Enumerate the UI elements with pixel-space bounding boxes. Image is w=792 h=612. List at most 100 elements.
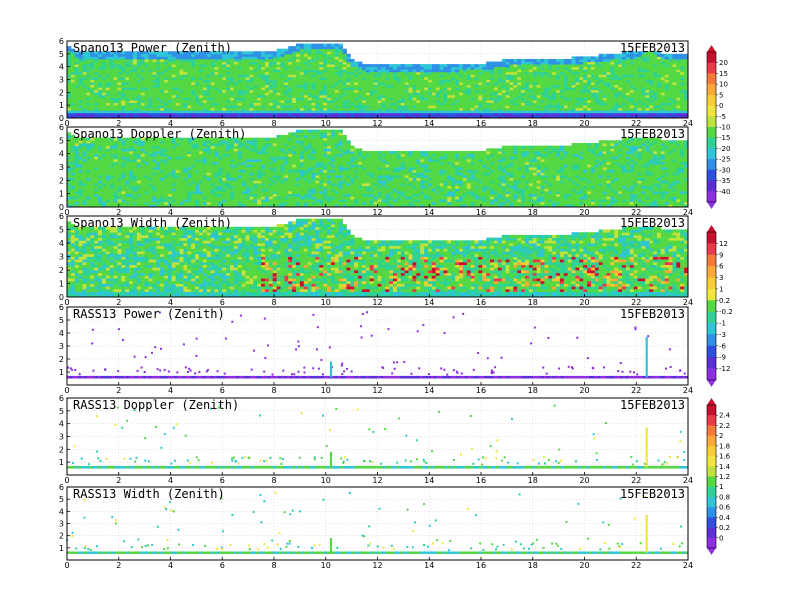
heatmap-cell bbox=[140, 185, 146, 189]
heatmap-cell bbox=[144, 69, 149, 73]
heatmap-cell bbox=[121, 100, 126, 103]
heatmap-cell bbox=[319, 48, 324, 52]
heatmap-cell bbox=[214, 69, 219, 73]
heatmap-cell bbox=[101, 159, 107, 163]
heatmap-cell bbox=[435, 87, 440, 91]
heatmap-cell bbox=[222, 82, 227, 86]
heatmap-cell bbox=[67, 188, 72, 192]
heatmap-cell bbox=[179, 76, 184, 80]
heatmap-cell bbox=[319, 110, 324, 114]
heatmap-cell bbox=[140, 61, 146, 65]
heatmap-cell bbox=[610, 105, 615, 109]
heatmap-cell bbox=[501, 87, 506, 91]
heatmap-cell bbox=[385, 110, 390, 114]
heatmap-cell bbox=[416, 94, 421, 98]
heatmap-cell bbox=[606, 89, 611, 93]
heatmap-cell bbox=[233, 112, 239, 116]
heatmap-cell bbox=[614, 56, 619, 60]
heatmap-cell bbox=[233, 110, 239, 114]
heatmap-cell bbox=[129, 137, 134, 141]
heatmap-cell bbox=[579, 79, 584, 83]
heatmap-cell bbox=[323, 112, 328, 116]
heatmap-cell bbox=[113, 79, 118, 83]
heatmap-cell bbox=[660, 74, 666, 78]
heatmap-cell bbox=[272, 64, 277, 68]
heatmap-cell bbox=[198, 151, 204, 155]
heatmap-cell bbox=[175, 185, 180, 189]
heatmap-cell bbox=[462, 64, 468, 68]
heatmap-cell bbox=[140, 201, 146, 205]
heatmap-cell bbox=[264, 112, 270, 116]
heatmap-cell bbox=[571, 112, 576, 116]
heatmap-cell bbox=[164, 188, 169, 192]
heatmap-cell bbox=[175, 74, 180, 78]
heatmap-cell bbox=[74, 143, 80, 147]
heatmap-cell bbox=[369, 69, 375, 73]
heatmap-cell bbox=[164, 148, 169, 152]
heatmap-cell bbox=[214, 74, 219, 78]
heatmap-cell bbox=[183, 191, 188, 195]
heatmap-cell bbox=[334, 61, 340, 65]
heatmap-cell bbox=[474, 69, 479, 73]
heatmap-cell bbox=[94, 84, 99, 88]
heatmap-cell bbox=[183, 97, 188, 101]
heatmap-cell bbox=[101, 69, 107, 73]
heatmap-cell bbox=[684, 76, 689, 80]
heatmap-cell bbox=[144, 143, 149, 147]
heatmap-cell bbox=[389, 66, 394, 70]
heatmap-cell bbox=[478, 94, 483, 98]
heatmap-cell bbox=[206, 140, 212, 144]
heatmap-cell bbox=[109, 204, 114, 208]
heatmap-cell bbox=[292, 89, 297, 93]
heatmap-cell bbox=[160, 115, 165, 119]
heatmap-cell bbox=[288, 82, 293, 86]
heatmap-cell bbox=[70, 183, 76, 187]
heatmap-cell bbox=[187, 145, 192, 149]
heatmap-cell bbox=[175, 53, 180, 57]
heatmap-cell bbox=[191, 177, 196, 181]
heatmap-cell bbox=[295, 66, 301, 70]
heatmap-cell bbox=[400, 71, 406, 75]
heatmap-cell bbox=[167, 92, 173, 96]
heatmap-cell bbox=[517, 112, 522, 116]
heatmap-cell bbox=[377, 87, 382, 91]
heatmap-cell bbox=[187, 183, 192, 187]
heatmap-cell bbox=[315, 112, 320, 116]
heatmap-cell bbox=[478, 74, 483, 78]
heatmap-cell bbox=[113, 89, 118, 93]
heatmap-cell bbox=[559, 76, 565, 80]
heatmap-cell bbox=[587, 82, 592, 86]
heatmap-cell bbox=[152, 188, 157, 192]
heatmap-cell bbox=[167, 143, 173, 147]
heatmap-cell bbox=[575, 69, 580, 73]
heatmap-cell bbox=[117, 148, 122, 152]
heatmap-cell bbox=[486, 82, 491, 86]
heatmap-cell bbox=[94, 185, 99, 189]
heatmap-cell bbox=[257, 53, 262, 57]
heatmap-cell bbox=[606, 115, 611, 119]
heatmap-cell bbox=[396, 64, 402, 68]
heatmap-cell bbox=[462, 84, 468, 88]
heatmap-cell bbox=[311, 89, 316, 93]
heatmap-cell bbox=[148, 167, 153, 171]
heatmap-cell bbox=[198, 71, 204, 75]
heatmap-cell bbox=[164, 140, 169, 144]
heatmap-cell bbox=[132, 153, 138, 157]
heatmap-cell bbox=[241, 66, 246, 70]
heatmap-cell bbox=[230, 79, 235, 83]
heatmap-cell bbox=[90, 92, 95, 96]
heatmap-cell bbox=[160, 56, 165, 60]
heatmap-cell bbox=[214, 76, 219, 80]
heatmap-cell bbox=[67, 156, 72, 160]
heatmap-cell bbox=[350, 76, 355, 80]
heatmap-cell bbox=[338, 107, 343, 111]
heatmap-cell bbox=[167, 159, 173, 163]
heatmap-cell bbox=[307, 92, 312, 96]
heatmap-cell bbox=[210, 64, 215, 68]
heatmap-cell bbox=[144, 188, 149, 192]
heatmap-cell bbox=[67, 53, 72, 57]
heatmap-cell bbox=[451, 89, 456, 93]
heatmap-cell bbox=[587, 105, 592, 109]
heatmap-cell bbox=[82, 180, 87, 184]
heatmap-cell bbox=[334, 87, 340, 91]
